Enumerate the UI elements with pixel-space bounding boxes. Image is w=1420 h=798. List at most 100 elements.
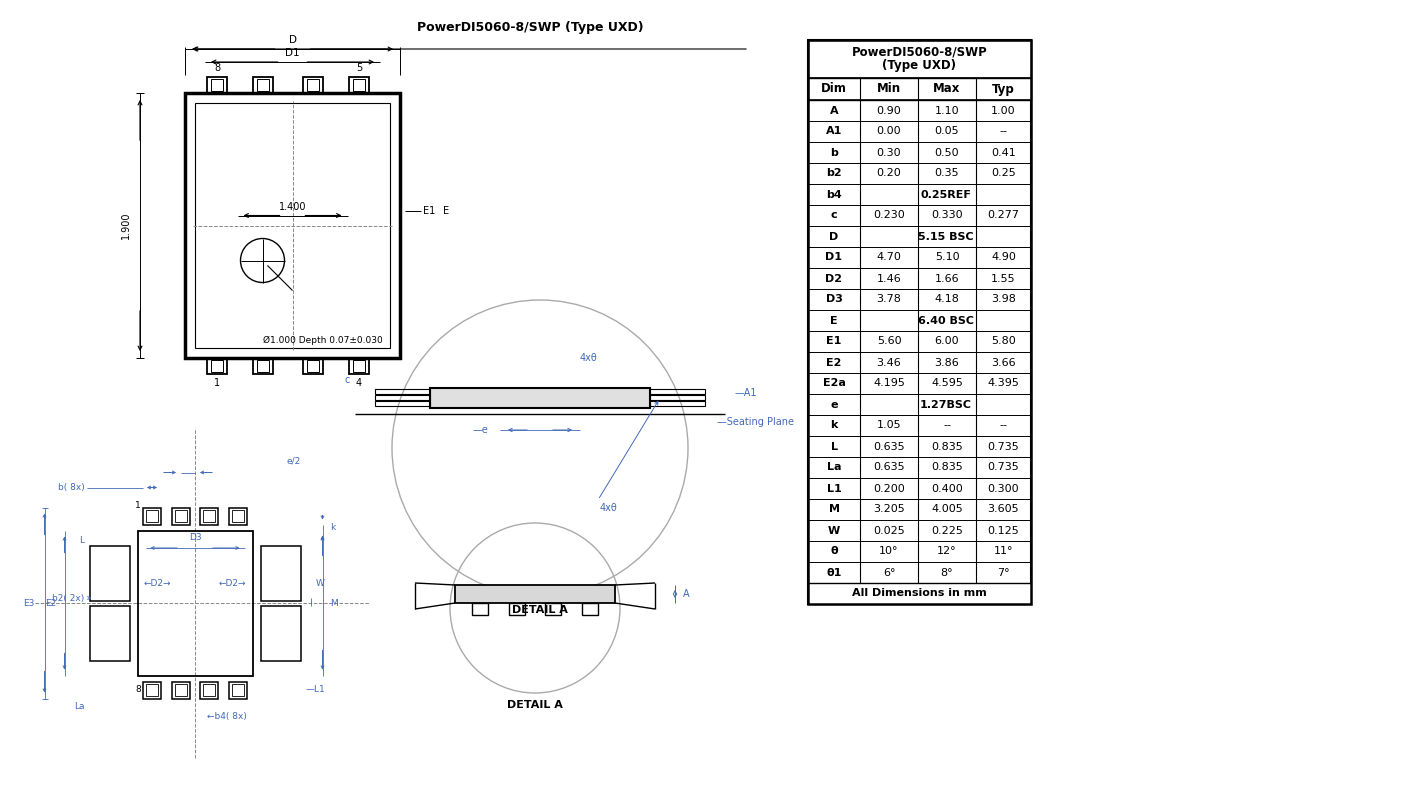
Text: 0.125: 0.125 bbox=[988, 526, 1020, 535]
Text: 1.55: 1.55 bbox=[991, 274, 1015, 283]
Bar bbox=[207, 77, 227, 93]
Bar bbox=[146, 684, 158, 696]
Text: 3.605: 3.605 bbox=[988, 504, 1020, 515]
Text: A: A bbox=[829, 105, 838, 116]
Text: 0.635: 0.635 bbox=[873, 441, 905, 452]
Text: 0.25REF: 0.25REF bbox=[920, 189, 971, 200]
Text: 0.277: 0.277 bbox=[987, 211, 1020, 220]
Text: 3.205: 3.205 bbox=[873, 504, 905, 515]
Text: E3: E3 bbox=[23, 598, 34, 607]
Text: 0.50: 0.50 bbox=[934, 148, 960, 157]
Text: θ: θ bbox=[831, 547, 838, 556]
Text: 0.835: 0.835 bbox=[932, 441, 963, 452]
Bar bbox=[354, 360, 365, 372]
Text: --: -- bbox=[1000, 421, 1008, 430]
Text: 1.400: 1.400 bbox=[278, 202, 307, 211]
Text: 1.10: 1.10 bbox=[934, 105, 960, 116]
Text: 6.40 BSC: 6.40 BSC bbox=[917, 315, 974, 326]
Text: E: E bbox=[831, 315, 838, 326]
Text: 1.900: 1.900 bbox=[121, 211, 131, 239]
Text: b4: b4 bbox=[826, 189, 842, 200]
Bar bbox=[138, 531, 253, 675]
Text: 0.300: 0.300 bbox=[988, 484, 1020, 493]
Text: 1.00: 1.00 bbox=[991, 105, 1015, 116]
Text: --: -- bbox=[1000, 127, 1008, 136]
Text: ←b4( 8x): ←b4( 8x) bbox=[207, 712, 247, 721]
Text: 0.735: 0.735 bbox=[988, 463, 1020, 472]
Bar bbox=[253, 358, 273, 374]
Bar bbox=[207, 358, 227, 374]
Text: 8: 8 bbox=[135, 685, 141, 694]
Text: 5.60: 5.60 bbox=[876, 337, 902, 346]
Bar bbox=[454, 585, 615, 603]
Bar bbox=[200, 508, 219, 524]
Text: 7°: 7° bbox=[997, 567, 1010, 578]
Text: 4.70: 4.70 bbox=[876, 252, 902, 263]
Bar bbox=[185, 93, 400, 358]
Text: 0.735: 0.735 bbox=[988, 441, 1020, 452]
Text: 5.10: 5.10 bbox=[934, 252, 960, 263]
Text: e/2: e/2 bbox=[287, 456, 301, 465]
Text: E2: E2 bbox=[45, 598, 57, 607]
Bar bbox=[172, 681, 190, 698]
Text: 1.46: 1.46 bbox=[876, 274, 902, 283]
Bar bbox=[203, 684, 214, 696]
Text: 1.05: 1.05 bbox=[876, 421, 902, 430]
Bar bbox=[545, 603, 561, 615]
Text: 4.90: 4.90 bbox=[991, 252, 1015, 263]
Text: D2: D2 bbox=[825, 274, 842, 283]
Text: DETAIL A: DETAIL A bbox=[513, 605, 568, 615]
Text: 0.25: 0.25 bbox=[991, 168, 1015, 179]
Bar bbox=[212, 79, 223, 91]
Text: 5.80: 5.80 bbox=[991, 337, 1015, 346]
Bar bbox=[143, 681, 160, 698]
Text: La: La bbox=[74, 702, 85, 711]
Text: 4xθ: 4xθ bbox=[579, 353, 598, 363]
Bar bbox=[200, 681, 219, 698]
Text: 0.225: 0.225 bbox=[932, 526, 963, 535]
Bar bbox=[172, 508, 190, 524]
Bar bbox=[175, 684, 187, 696]
Bar bbox=[260, 546, 301, 601]
Text: 0.025: 0.025 bbox=[873, 526, 905, 535]
Text: 4: 4 bbox=[356, 378, 362, 388]
Text: 0.20: 0.20 bbox=[876, 168, 902, 179]
Text: ←D2→: ←D2→ bbox=[143, 579, 172, 587]
Text: L1: L1 bbox=[826, 484, 842, 493]
Text: 1: 1 bbox=[214, 378, 220, 388]
Bar bbox=[257, 360, 268, 372]
Bar bbox=[203, 509, 214, 522]
Text: M: M bbox=[331, 598, 338, 607]
Text: DETAIL A: DETAIL A bbox=[507, 700, 562, 710]
Text: 4.595: 4.595 bbox=[932, 378, 963, 389]
Bar bbox=[257, 79, 268, 91]
Text: L: L bbox=[80, 536, 85, 545]
Text: —A1: —A1 bbox=[736, 388, 757, 398]
Bar bbox=[808, 40, 1031, 604]
Text: 0.05: 0.05 bbox=[934, 127, 960, 136]
Text: D1: D1 bbox=[285, 48, 300, 58]
Bar bbox=[253, 77, 273, 93]
Text: Typ: Typ bbox=[993, 82, 1015, 96]
Text: 0.41: 0.41 bbox=[991, 148, 1015, 157]
Text: A: A bbox=[683, 589, 690, 599]
Text: 5.15 BSC: 5.15 BSC bbox=[917, 231, 973, 242]
Text: 0.35: 0.35 bbox=[934, 168, 960, 179]
Text: —L1: —L1 bbox=[305, 685, 325, 694]
Bar bbox=[808, 40, 1031, 604]
Text: E1: E1 bbox=[423, 206, 436, 215]
Text: 12°: 12° bbox=[937, 547, 957, 556]
Text: θ1: θ1 bbox=[826, 567, 842, 578]
Bar bbox=[307, 79, 320, 91]
Text: M: M bbox=[828, 504, 839, 515]
Bar bbox=[195, 103, 390, 348]
Text: Ø1.000 Depth 0.07±0.030: Ø1.000 Depth 0.07±0.030 bbox=[263, 335, 382, 345]
Text: 0.330: 0.330 bbox=[932, 211, 963, 220]
Bar bbox=[231, 684, 244, 696]
Text: b( 8x): b( 8x) bbox=[58, 483, 85, 492]
Text: 3.66: 3.66 bbox=[991, 358, 1015, 368]
Bar bbox=[231, 509, 244, 522]
Text: L: L bbox=[831, 441, 838, 452]
Text: 0.90: 0.90 bbox=[876, 105, 902, 116]
Text: c: c bbox=[344, 375, 349, 385]
